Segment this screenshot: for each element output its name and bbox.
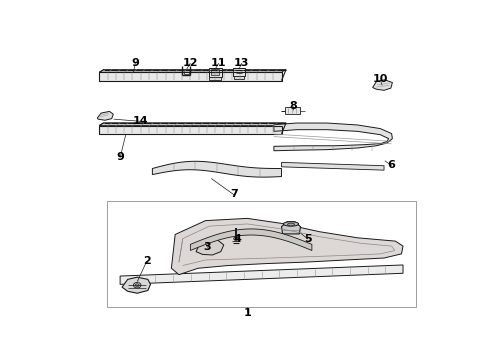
- Polygon shape: [99, 72, 281, 81]
- Text: 7: 7: [230, 189, 238, 199]
- Ellipse shape: [283, 222, 298, 226]
- Polygon shape: [209, 77, 220, 80]
- Polygon shape: [372, 80, 392, 90]
- Text: 11: 11: [211, 58, 226, 68]
- Text: 9: 9: [116, 152, 124, 162]
- Polygon shape: [274, 123, 392, 151]
- Polygon shape: [99, 126, 281, 134]
- Text: 3: 3: [204, 242, 211, 252]
- Text: 12: 12: [183, 58, 198, 68]
- Polygon shape: [233, 68, 245, 76]
- Polygon shape: [99, 69, 286, 72]
- Text: 14: 14: [133, 116, 149, 126]
- Polygon shape: [152, 161, 281, 177]
- Bar: [107, 201, 416, 307]
- Circle shape: [234, 237, 238, 240]
- Text: 1: 1: [244, 308, 251, 318]
- Polygon shape: [211, 69, 219, 75]
- Polygon shape: [122, 277, 150, 293]
- Text: 5: 5: [304, 234, 312, 244]
- Text: 8: 8: [289, 100, 297, 111]
- Polygon shape: [196, 239, 224, 255]
- Polygon shape: [99, 123, 286, 126]
- Text: 10: 10: [372, 74, 388, 84]
- Circle shape: [135, 284, 139, 287]
- Text: 6: 6: [388, 160, 395, 170]
- Polygon shape: [281, 162, 384, 170]
- Polygon shape: [234, 76, 245, 79]
- Circle shape: [133, 283, 141, 288]
- Text: 13: 13: [234, 58, 249, 68]
- Polygon shape: [172, 219, 403, 275]
- Polygon shape: [98, 111, 113, 120]
- Polygon shape: [120, 265, 403, 284]
- Polygon shape: [281, 222, 300, 234]
- Text: 2: 2: [143, 256, 150, 266]
- Polygon shape: [285, 107, 300, 114]
- Polygon shape: [209, 68, 221, 77]
- Text: 4: 4: [234, 234, 242, 244]
- Text: 9: 9: [131, 58, 139, 68]
- Ellipse shape: [288, 223, 294, 226]
- Polygon shape: [190, 229, 312, 251]
